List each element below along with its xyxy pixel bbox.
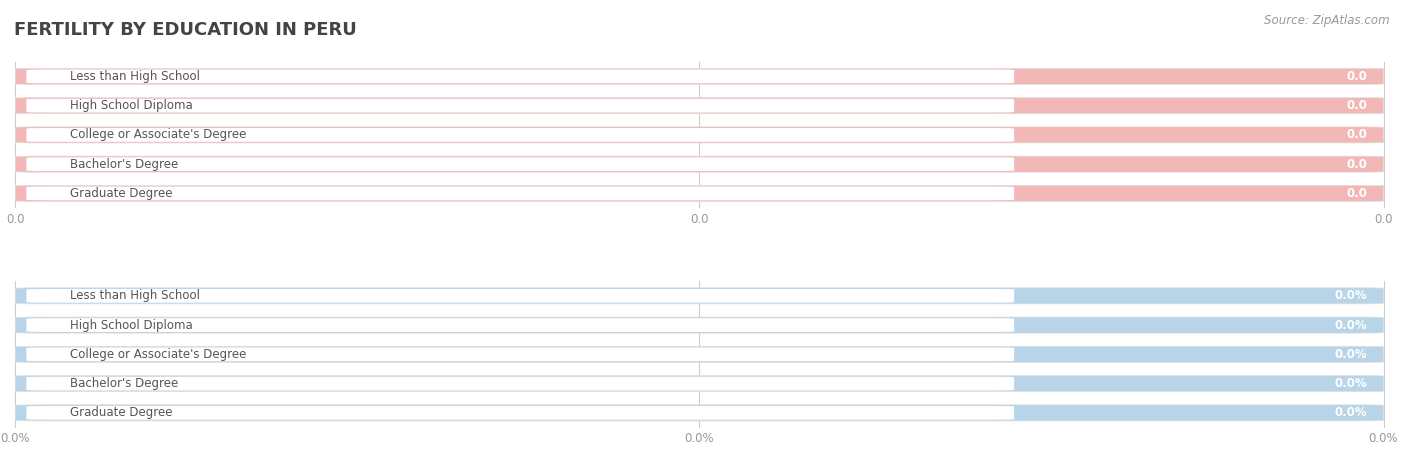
FancyBboxPatch shape bbox=[15, 317, 1384, 333]
Text: Bachelor's Degree: Bachelor's Degree bbox=[70, 158, 179, 171]
FancyBboxPatch shape bbox=[15, 346, 1384, 362]
FancyBboxPatch shape bbox=[27, 289, 1014, 303]
FancyBboxPatch shape bbox=[27, 318, 1014, 332]
Text: FERTILITY BY EDUCATION IN PERU: FERTILITY BY EDUCATION IN PERU bbox=[14, 21, 357, 39]
Text: 0.0: 0.0 bbox=[1347, 70, 1367, 83]
Text: 0.0: 0.0 bbox=[1347, 99, 1367, 112]
Text: High School Diploma: High School Diploma bbox=[70, 319, 193, 332]
Text: College or Associate's Degree: College or Associate's Degree bbox=[70, 128, 246, 142]
FancyBboxPatch shape bbox=[15, 376, 1384, 392]
FancyBboxPatch shape bbox=[27, 128, 1014, 142]
FancyBboxPatch shape bbox=[15, 127, 1384, 143]
Text: Less than High School: Less than High School bbox=[70, 289, 200, 302]
FancyBboxPatch shape bbox=[15, 68, 1384, 85]
FancyBboxPatch shape bbox=[15, 97, 1384, 114]
FancyBboxPatch shape bbox=[27, 99, 1014, 113]
Text: College or Associate's Degree: College or Associate's Degree bbox=[70, 348, 246, 361]
Text: Graduate Degree: Graduate Degree bbox=[70, 187, 173, 200]
Text: Graduate Degree: Graduate Degree bbox=[70, 407, 173, 419]
Text: 0.0%: 0.0% bbox=[1334, 377, 1367, 390]
Text: Source: ZipAtlas.com: Source: ZipAtlas.com bbox=[1264, 14, 1389, 27]
FancyBboxPatch shape bbox=[27, 187, 1014, 200]
FancyBboxPatch shape bbox=[27, 377, 1014, 390]
FancyBboxPatch shape bbox=[27, 406, 1014, 420]
Text: 0.0: 0.0 bbox=[1347, 158, 1367, 171]
Text: 0.0: 0.0 bbox=[1347, 128, 1367, 142]
Text: 0.0%: 0.0% bbox=[1334, 407, 1367, 419]
FancyBboxPatch shape bbox=[15, 185, 1384, 201]
Text: 0.0%: 0.0% bbox=[1334, 348, 1367, 361]
FancyBboxPatch shape bbox=[15, 405, 1384, 421]
FancyBboxPatch shape bbox=[15, 156, 1384, 172]
FancyBboxPatch shape bbox=[27, 348, 1014, 361]
Text: 0.0%: 0.0% bbox=[1334, 319, 1367, 332]
Text: Less than High School: Less than High School bbox=[70, 70, 200, 83]
Text: Bachelor's Degree: Bachelor's Degree bbox=[70, 377, 179, 390]
Text: 0.0: 0.0 bbox=[1347, 187, 1367, 200]
FancyBboxPatch shape bbox=[15, 288, 1384, 304]
FancyBboxPatch shape bbox=[27, 69, 1014, 83]
FancyBboxPatch shape bbox=[27, 157, 1014, 171]
Text: High School Diploma: High School Diploma bbox=[70, 99, 193, 112]
Text: 0.0%: 0.0% bbox=[1334, 289, 1367, 302]
